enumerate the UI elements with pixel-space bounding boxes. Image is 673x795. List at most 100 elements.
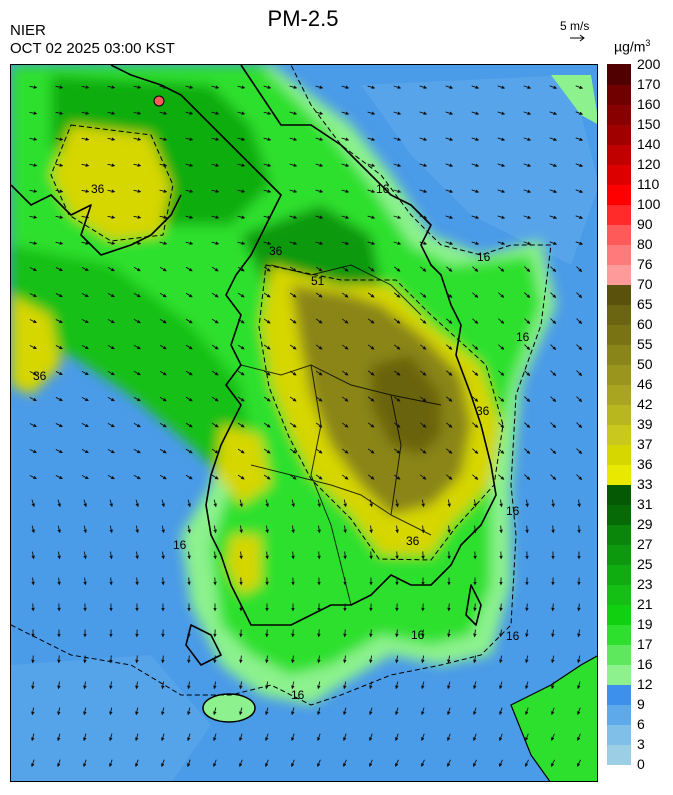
wind-arrow-icon [107,163,116,167]
wind-arrow-icon [497,241,506,245]
color-bar-label: 9 [637,696,645,712]
wind-arrow-icon [393,137,402,141]
wind-arrow-icon [367,344,375,350]
wind-arrow-icon [473,525,477,534]
island-outline [185,624,222,666]
wind-arrow-icon [343,759,347,768]
wind-arrow-icon [419,241,428,245]
wind-arrow-icon [211,163,220,167]
wind-arrow-icon [473,759,477,767]
wind-arrow-icon [159,318,167,324]
wind-arrow-icon [289,370,297,376]
wind-arrow-icon [393,370,401,376]
wind-arrow-icon [343,629,347,638]
wind-arrow-icon [133,292,141,298]
wind-arrow-icon [159,344,167,350]
wind-arrow-icon [525,655,529,664]
wind-arrow-icon [239,681,243,690]
wind-arrow-icon [445,137,454,141]
color-bar-swatch [607,244,631,265]
color-bar-label: 29 [637,516,653,532]
wind-arrow-icon [369,551,373,560]
wind-arrow-icon [109,499,113,508]
wind-arrow-icon [133,189,142,193]
color-bar-swatch [607,664,631,685]
wind-arrow-icon [185,85,194,89]
wind-arrow-icon [472,448,479,454]
wind-arrow-icon [291,655,295,664]
wind-arrow-icon [315,241,324,245]
wind-arrow-icon [446,292,453,298]
wind-arrow-icon [525,629,529,638]
island-outline [465,584,482,626]
color-bar-swatch [607,124,631,145]
wind-arrow-icon [367,318,375,324]
wind-arrow-icon [525,603,529,612]
wind-arrow-icon [291,629,295,638]
wind-arrow-icon [419,474,427,480]
wind-arrow-icon [447,525,451,534]
wind-arrow-icon [81,344,89,350]
wind-arrow-icon [446,370,453,376]
japan-coast [510,655,597,781]
wind-arrow-icon [421,733,425,742]
wind-arrow-icon [549,241,558,245]
vector-reference-label: 5 m/s [560,19,590,33]
wind-arrow-icon [213,551,217,560]
wind-arrow-icon [395,707,399,716]
wind-arrow-icon [577,603,581,612]
wind-arrow-icon [393,111,402,115]
wind-arrow-icon [445,241,454,245]
wind-arrow-icon [497,215,506,219]
contour-label: 16 [506,504,520,518]
wind-arrow-icon [315,396,323,402]
wind-arrow-icon [341,241,350,245]
wind-arrow-icon [83,525,87,534]
wind-arrow-icon [29,189,38,193]
wind-arrow-icon [55,111,64,115]
wind-arrow-icon [473,603,477,612]
wind-arrow-icon [57,525,61,534]
wind-arrow-icon [107,370,115,376]
wind-arrow-icon [523,189,532,193]
color-bar-swatch [607,204,631,225]
wind-arrow-icon [213,707,217,716]
wind-arrow-icon [447,499,451,508]
wind-arrow-icon [523,215,532,219]
wind-arrow-icon [263,163,272,167]
wind-arrow-icon [263,215,272,219]
wind-arrow-icon [161,525,165,534]
wind-arrow-icon [367,111,376,115]
wind-arrow-icon [57,681,61,690]
wind-arrow-icon [135,733,139,742]
wind-arrow-icon [291,499,295,508]
wind-arrow-icon [317,499,321,508]
wind-arrow-icon [315,344,323,350]
wind-arrow-icon [55,371,63,375]
wind-arrow-icon [289,85,298,89]
wind-arrow-icon [577,681,581,690]
color-bar-swatch [607,724,631,745]
wind-arrow-icon [369,655,373,664]
wind-arrow-icon [317,525,321,534]
wind-arrow-icon [239,655,243,664]
wind-arrow-icon [289,292,297,298]
wind-arrow-icon [185,448,193,454]
wind-arrow-icon [213,681,217,690]
color-bar-swatch [607,324,631,345]
wind-arrow-icon [57,707,61,716]
wind-arrow-icon [550,318,557,325]
wind-arrow-icon [109,525,113,534]
wind-arrow-icon [577,525,581,534]
wind-arrow-icon [83,655,87,664]
wind-arrow-icon [29,475,37,479]
wind-arrow-icon [498,370,505,376]
wind-arrow-icon [473,681,477,690]
color-bar-label: 17 [637,636,653,652]
wind-arrow-icon [525,733,529,742]
wind-arrow-icon [161,551,165,560]
wind-arrow-icon [577,707,581,716]
wind-arrow-icon [263,241,272,245]
wind-arrow-icon [291,707,295,716]
wind-arrow-icon [576,448,583,455]
